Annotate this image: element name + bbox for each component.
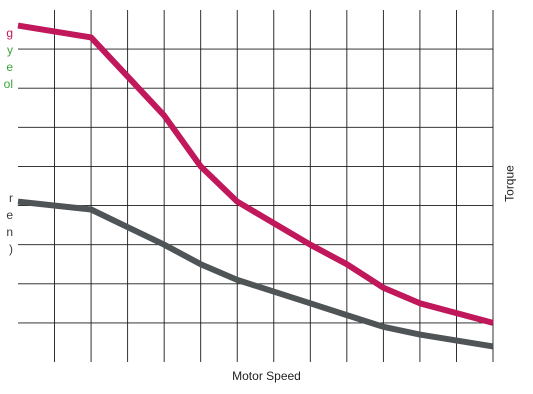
annotation-top: g y e ol bbox=[4, 25, 13, 93]
annotation-bottom-line: n bbox=[6, 225, 13, 239]
annotation-top-line: y bbox=[7, 43, 13, 57]
annotation-top-line: ol bbox=[3, 77, 13, 91]
grid bbox=[18, 10, 494, 362]
y-axis-label: Torque bbox=[502, 165, 517, 202]
series-line-1 bbox=[17, 22, 494, 326]
annotation-top-line: e bbox=[6, 60, 13, 74]
annotation-bottom-line: r bbox=[9, 191, 13, 205]
x-axis-label: Motor Speed bbox=[232, 369, 301, 383]
annotation-bottom-line: ) bbox=[9, 242, 13, 256]
annotation-bottom: r e n ) bbox=[6, 190, 13, 258]
series-line-2 bbox=[17, 198, 494, 350]
series-lines bbox=[17, 22, 494, 350]
annotation-bottom-line: e bbox=[6, 208, 13, 222]
annotation-top-line: g bbox=[6, 26, 13, 40]
